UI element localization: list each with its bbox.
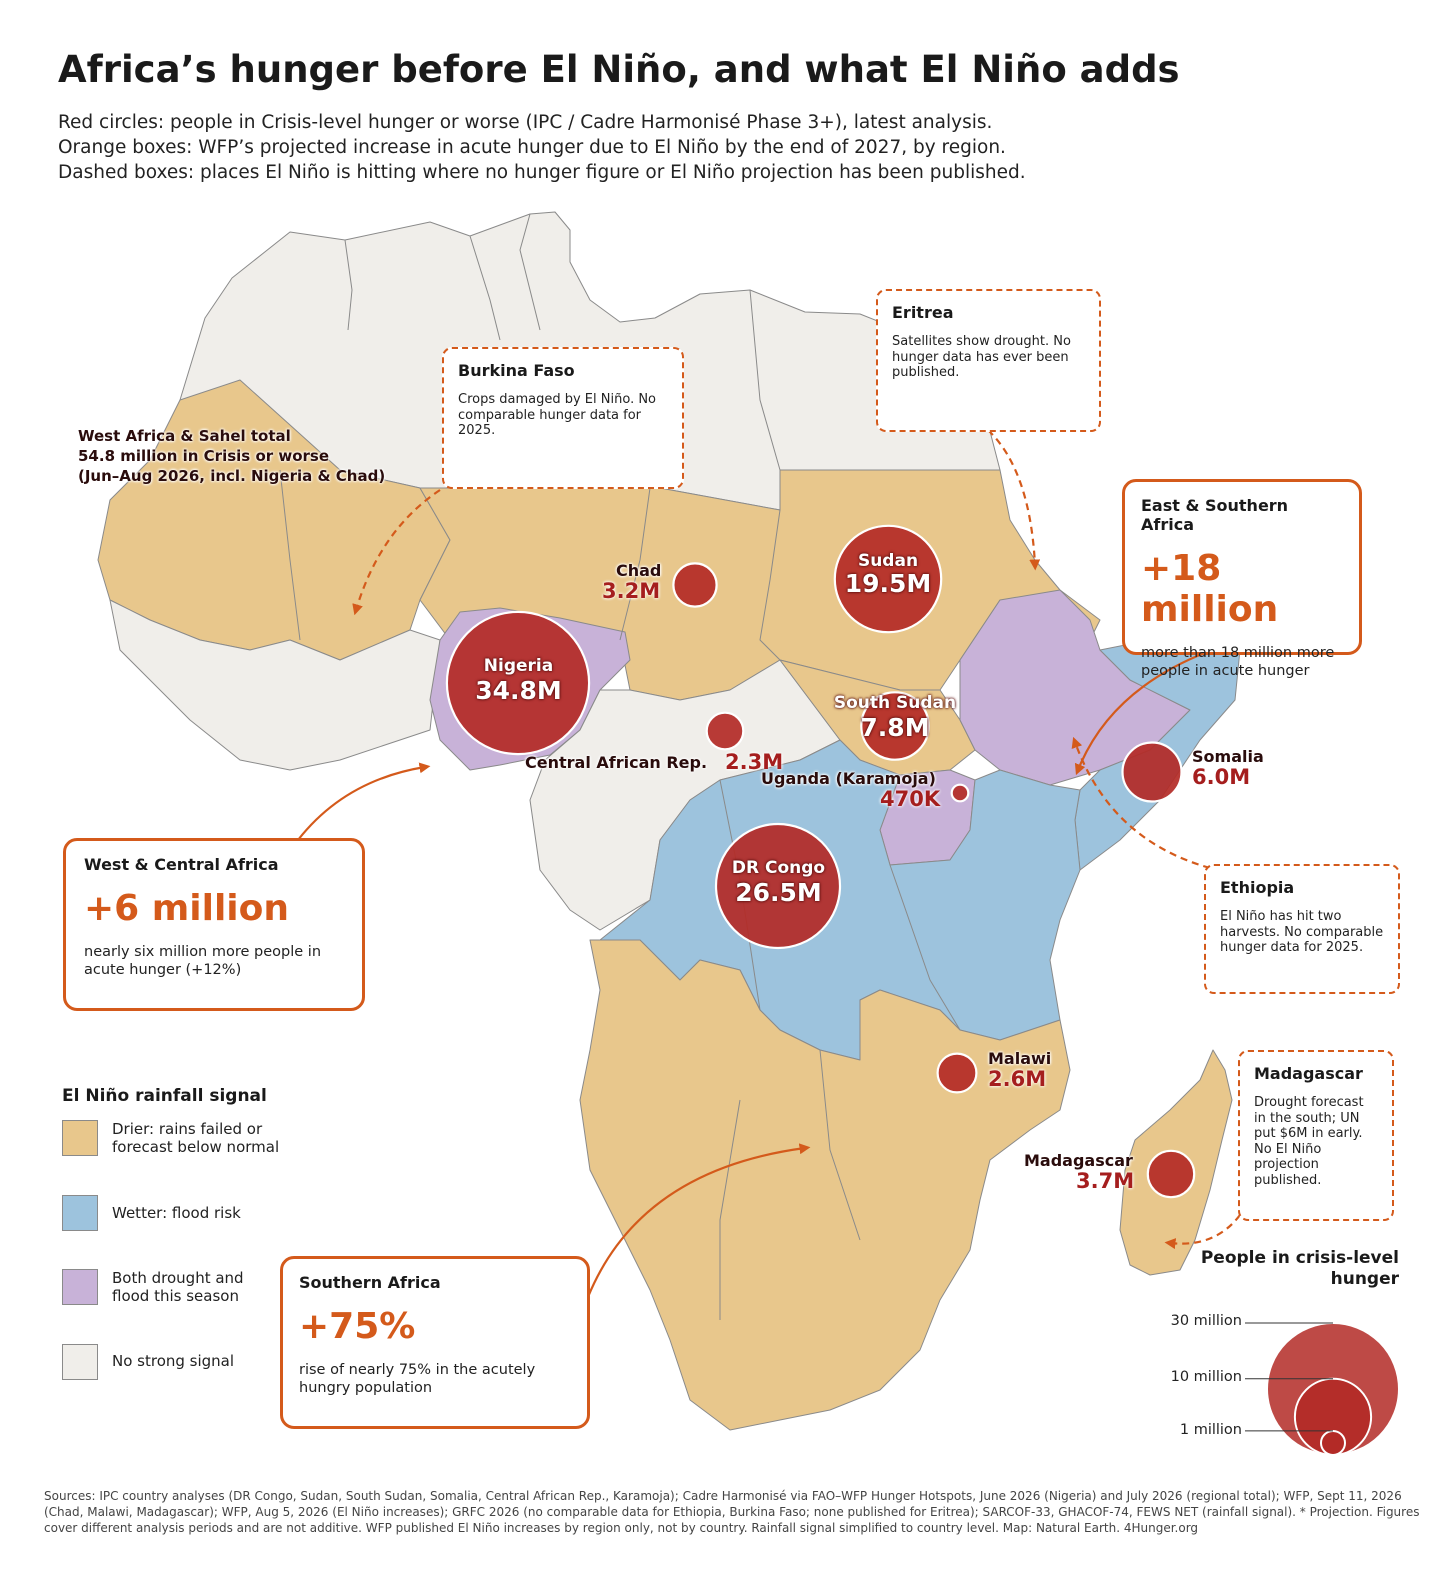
label-car: Central African Rep.	[525, 753, 708, 772]
size-legend-circles	[1266, 1322, 1400, 1457]
label-madagascar: Madagascar	[1024, 1151, 1133, 1170]
legend-swatch-none	[62, 1344, 98, 1380]
label-nigeria: Nigeria	[483, 656, 554, 676]
west-africa-total-label: West Africa & Sahel total 54.8 million i…	[78, 427, 386, 485]
page-title: Africa’s hunger before El Niño, and what…	[58, 48, 1180, 91]
circle-uganda-karamoja-	[950, 783, 970, 803]
legend-title: El Niño rainfall signal	[62, 1086, 267, 1106]
circle-malawi	[936, 1052, 978, 1094]
label-malawi: Malawi	[988, 1049, 1052, 1068]
region-box-southern: Southern Africa +75% rise of nearly 75% …	[280, 1256, 590, 1429]
note-burkina-faso: Burkina Faso Crops damaged by El Niño. N…	[442, 347, 684, 489]
size-legend-label-10m: 10 million	[1170, 1369, 1242, 1385]
size-legend-title: People in crisis-level hunger	[1200, 1248, 1399, 1289]
note-eritrea: Eritrea Satellites show drought. No hung…	[876, 289, 1101, 432]
region-box-east-southern: East & Southern Africa +18 million more …	[1122, 479, 1362, 679]
label-sudan: Sudan	[857, 551, 919, 571]
region-box-west-central: West & Central Africa +6 million nearly …	[63, 838, 365, 1011]
label-somalia: Somalia	[1192, 747, 1264, 766]
circle-south-sudan	[860, 691, 930, 761]
legend-label-drier: Drier: rains failed or forecast below no…	[112, 1120, 280, 1156]
legend-swatch-wetter	[62, 1195, 98, 1231]
size-circle-1m	[1320, 1430, 1346, 1456]
size-legend-label-30m: 30 million	[1170, 1313, 1242, 1329]
region-guinea-coast	[109, 599, 441, 771]
value-madagascar: 3.7M	[1076, 1169, 1135, 1193]
label-south-sudan: South Sudan	[833, 693, 957, 713]
value-car: 2.3M	[725, 750, 784, 774]
label-uganda: Uganda (Karamoja)	[761, 769, 936, 788]
value-chad: 3.2M	[602, 579, 661, 603]
legend-swatch-drier	[62, 1120, 98, 1156]
value-south-sudan: 7.8M	[860, 713, 930, 742]
circle-madagascar	[1146, 1149, 1196, 1199]
circle-chad	[672, 562, 718, 608]
circle-somalia	[1121, 741, 1183, 803]
value-nigeria: 34.8M	[475, 676, 562, 705]
annotation-arrows	[297, 429, 1241, 1298]
value-sudan: 19.5M	[844, 569, 932, 598]
legend-label-both: Both drought and flood this season	[112, 1269, 244, 1305]
label-chad: Chad	[616, 561, 662, 580]
size-legend-label-1m: 1 million	[1179, 1422, 1242, 1438]
circle-central-african-rep-	[705, 711, 745, 751]
legend-swatch-both	[62, 1269, 98, 1305]
label-dr-congo: DR Congo	[731, 858, 826, 878]
circle-sudan	[833, 524, 943, 634]
note-madagascar: Madagascar Drought forecast in the south…	[1238, 1050, 1394, 1221]
circle-dr-congo	[714, 822, 842, 950]
value-dr-congo: 26.5M	[735, 878, 822, 907]
subtitle-line-2: Orange boxes: WFP’s projected increase i…	[58, 137, 1006, 158]
subtitle-line-3: Dashed boxes: places El Niño is hitting …	[58, 162, 1026, 183]
hunger-circles	[445, 524, 1196, 1199]
value-malawi: 2.6M	[988, 1067, 1047, 1091]
note-ethiopia: Ethiopia El Niño has hit two harvests. N…	[1204, 864, 1400, 994]
value-uganda: 470K	[880, 787, 941, 811]
sources-note: Sources: IPC country analyses (DR Congo,…	[44, 1489, 1420, 1535]
value-somalia: 6.0M	[1192, 765, 1251, 789]
subtitle-line-1: Red circles: people in Crisis-level hung…	[58, 112, 993, 133]
legend-label-wetter: Wetter: flood risk	[112, 1204, 241, 1222]
legend-label-none: No strong signal	[112, 1352, 235, 1370]
circle-nigeria	[445, 610, 591, 756]
